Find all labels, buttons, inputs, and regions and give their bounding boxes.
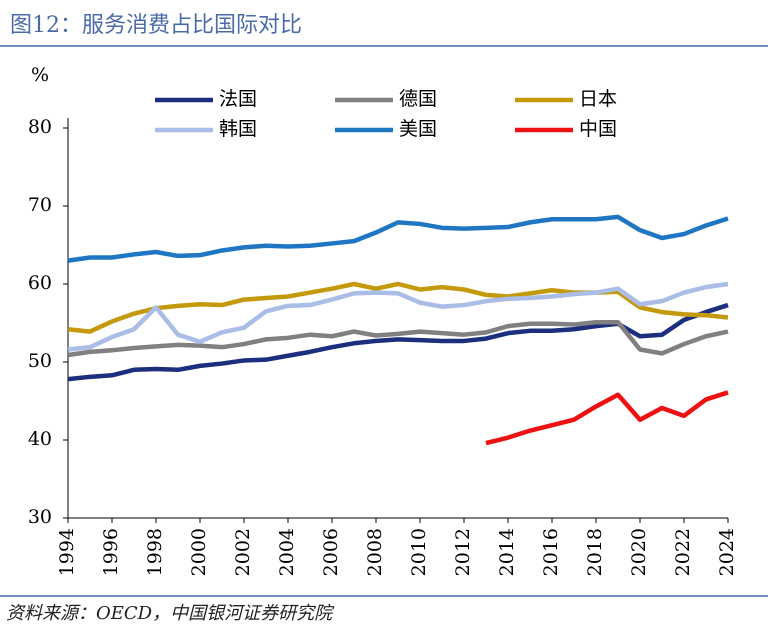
x-tick-label: 2022 [672,528,694,576]
x-tick-label: 2006 [320,528,342,576]
chart-title: 图12：服务消费占比国际对比 [10,13,302,38]
x-tick-label: 1994 [56,528,78,576]
x-tick-label: 2012 [452,528,474,576]
legend-label: 韩国 [219,118,257,140]
legend-label: 美国 [399,118,437,140]
x-tick-label: 2008 [364,528,386,576]
y-tick-label: 30 [28,506,52,528]
x-tick-label: 1996 [100,528,122,576]
x-tick-label: 2002 [232,528,254,576]
series-line [67,281,729,334]
y-tick-label: 70 [28,194,52,216]
x-tick-label: 2018 [584,528,606,576]
series-line [67,319,729,358]
y-tick-label: 40 [28,428,52,450]
legend-label: 德国 [399,88,437,110]
legend-label: 日本 [579,88,617,110]
x-tick-label: 2000 [188,528,210,576]
series-line [67,302,729,382]
x-tick-label: 2010 [408,528,430,576]
y-tick-label: 60 [28,272,52,294]
x-tick-label: 1998 [144,528,166,576]
y-tick-label: 80 [28,116,52,138]
source: 资料来源：OECD，中国银河证券研究院 [6,603,335,624]
x-tick-label: 2014 [496,528,518,576]
x-tick-label: 2016 [540,528,562,576]
y-tick-label: 50 [28,350,52,372]
y-unit: % [31,64,49,86]
x-tick-label: 2020 [628,528,650,576]
x-tick-label: 2024 [716,528,738,576]
legend-label: 中国 [579,118,617,140]
series-line [67,214,729,263]
legend-label: 法国 [219,88,257,110]
series-line [485,390,729,446]
x-tick-label: 2004 [276,528,298,576]
series-line [67,281,729,352]
